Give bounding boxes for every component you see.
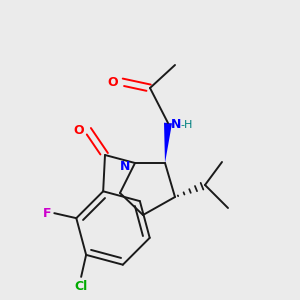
Text: O: O <box>74 124 84 137</box>
Text: N: N <box>171 118 181 131</box>
Text: F: F <box>43 207 51 220</box>
Text: O: O <box>107 76 118 89</box>
Text: Cl: Cl <box>74 280 88 293</box>
Polygon shape <box>164 123 172 163</box>
Text: N: N <box>120 160 130 173</box>
Text: -H: -H <box>180 120 192 130</box>
